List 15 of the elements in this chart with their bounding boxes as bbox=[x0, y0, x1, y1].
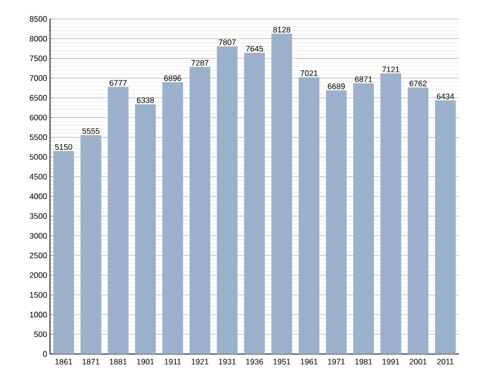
bar bbox=[135, 104, 156, 354]
bar bbox=[380, 73, 402, 354]
bar bbox=[298, 77, 320, 354]
bar bbox=[326, 90, 347, 354]
bar bbox=[435, 100, 456, 354]
bar bbox=[353, 83, 374, 354]
bar bbox=[53, 151, 74, 354]
bar bbox=[108, 86, 129, 354]
bar bbox=[244, 52, 265, 354]
bar bbox=[408, 88, 428, 354]
bar bbox=[271, 34, 292, 354]
bar bbox=[216, 46, 238, 354]
bar bbox=[190, 66, 210, 354]
bar bbox=[80, 135, 102, 354]
bar bbox=[162, 82, 184, 354]
